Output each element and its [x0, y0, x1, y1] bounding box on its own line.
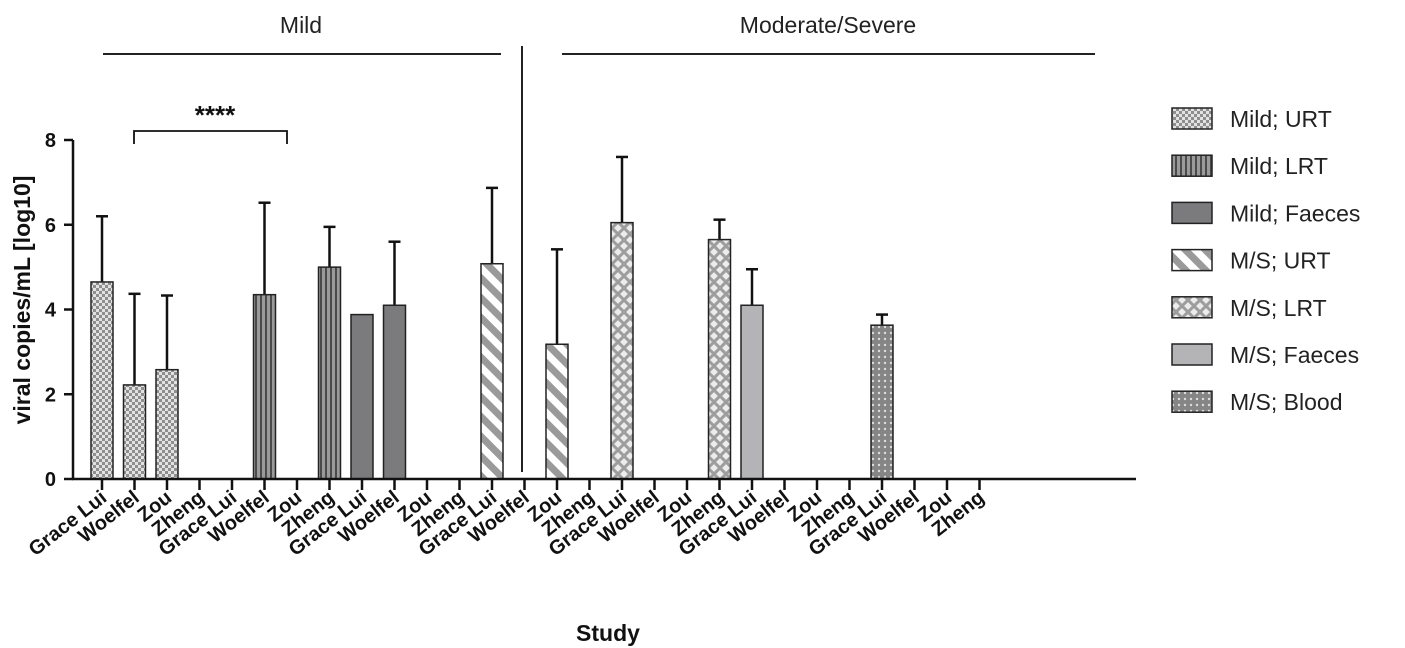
group-title-mild: Mild — [280, 12, 322, 38]
legend-swatch-m-s-lrt — [1171, 296, 1213, 319]
bar-mild-faeces — [350, 313, 374, 480]
bar-m-s-lrt — [707, 238, 732, 480]
y-tick-label: 8 — [45, 130, 56, 152]
legend-swatch-m-s-faeces — [1171, 343, 1213, 366]
legend-swatch-mild-urt — [1171, 107, 1213, 130]
bar-mild-urt — [90, 281, 114, 480]
bar-m-s-lrt — [610, 221, 634, 480]
y-tick-label: 2 — [45, 384, 56, 406]
x-axis-title: Study — [576, 620, 640, 646]
bar-mild-faeces — [382, 304, 407, 480]
bar-m-s-faeces — [740, 304, 764, 480]
y-tick-label: 6 — [45, 215, 56, 237]
legend-label-mild-faeces: Mild; Faeces — [1230, 200, 1360, 226]
legend-label-m-s-lrt: M/S; LRT — [1230, 295, 1327, 321]
legend-label-m-s-blood: M/S; Blood — [1230, 389, 1343, 415]
bar-m-s-blood — [870, 324, 894, 480]
legend-swatch-m-s-blood — [1171, 390, 1213, 413]
significance-bracket — [133, 130, 288, 144]
legend-label-mild-lrt: Mild; LRT — [1230, 153, 1328, 179]
significance-label: **** — [195, 100, 236, 130]
y-axis-title: viral copies/mL [log10] — [9, 176, 35, 425]
legend-label-m-s-faeces: M/S; Faeces — [1230, 342, 1359, 368]
group-title-moderate-severe: Moderate/Severe — [740, 12, 916, 38]
bar-m-s-urt — [545, 343, 569, 480]
bar-mild-lrt — [252, 293, 277, 480]
legend: Mild; URT Mild; LRT Mild; Faeces M/S; URT M/… — [1171, 106, 1360, 415]
bar-mild-urt — [122, 384, 147, 480]
legend-label-m-s-urt: M/S; URT — [1230, 248, 1331, 274]
legend-swatch-mild-faeces — [1171, 201, 1213, 225]
y-tick-label: 0 — [45, 469, 56, 491]
legend-label-mild-urt: Mild; URT — [1230, 106, 1332, 132]
legend-swatch-m-s-urt — [1171, 248, 1213, 272]
bar-mild-urt — [155, 368, 179, 480]
y-tick-label: 4 — [45, 300, 57, 322]
bar-m-s-urt — [480, 262, 504, 480]
legend-swatch-mild-lrt — [1171, 154, 1213, 177]
bar-mild-lrt — [317, 266, 342, 480]
